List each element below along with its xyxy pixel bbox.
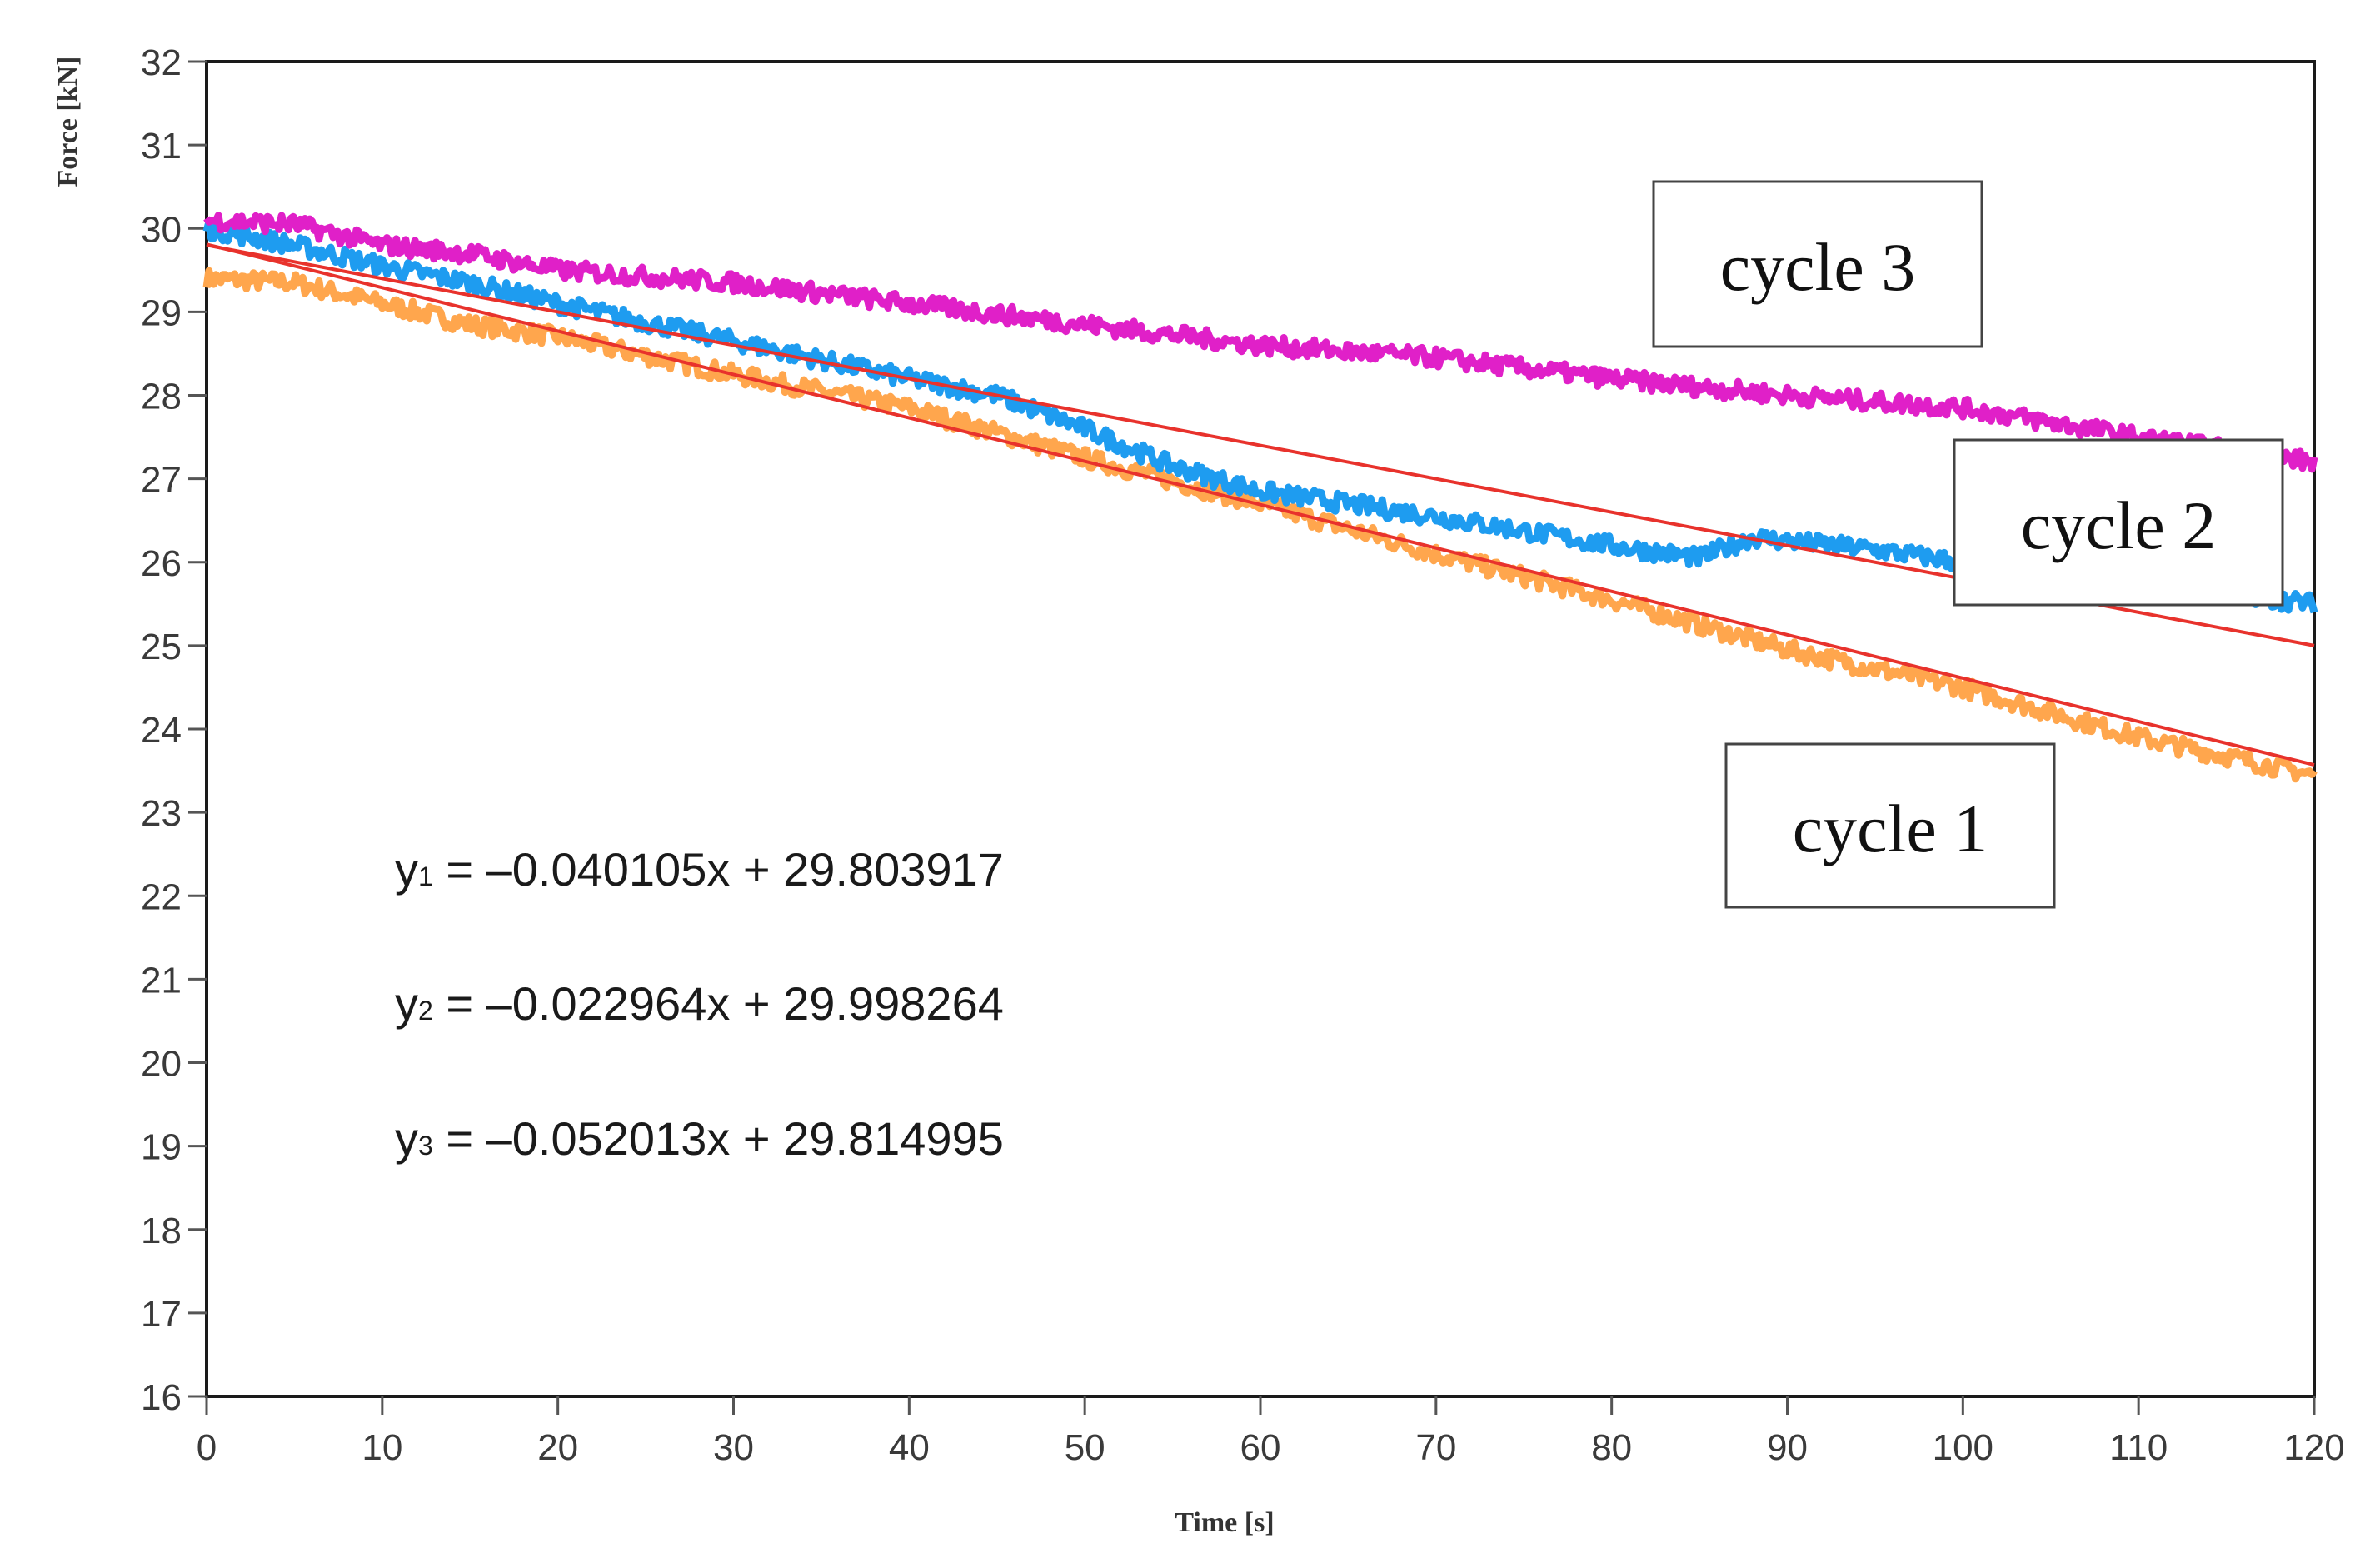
y-tick-label: 19 bbox=[141, 1127, 182, 1168]
x-tick-label: 0 bbox=[197, 1427, 217, 1468]
y-tick-label: 25 bbox=[141, 627, 182, 667]
regression-fit-1 bbox=[206, 242, 2315, 767]
cycle-3-label-box bbox=[1652, 180, 1983, 348]
x-tick-label: 120 bbox=[2283, 1427, 2344, 1468]
x-tick-label: 20 bbox=[537, 1427, 578, 1468]
y-tick-label: 31 bbox=[141, 126, 182, 167]
cycle-2-label: cycle 2 bbox=[2021, 487, 2216, 563]
y-tick-label: 30 bbox=[141, 209, 182, 250]
cycle-3-label: cycle 3 bbox=[1720, 229, 1915, 305]
x-tick-label: 90 bbox=[1767, 1427, 1808, 1468]
x-tick-label: 70 bbox=[1415, 1427, 1456, 1468]
equation-y3-body: = –0.052013x + 29.814995 bbox=[433, 1112, 1004, 1165]
equation-y1-subscript: 1 bbox=[418, 861, 433, 891]
equation-y2-body: = –0.022964x + 29.998264 bbox=[433, 977, 1004, 1030]
x-tick-label: 50 bbox=[1065, 1427, 1105, 1468]
cycle-2-label-box bbox=[1953, 438, 2284, 607]
equation-y3: y3 = –0.052013x + 29.814995 bbox=[395, 1112, 1004, 1165]
y-tick-label: 28 bbox=[141, 377, 182, 417]
equation-y1-body: = –0.040105x + 29.803917 bbox=[433, 843, 1004, 896]
cycle-1-label: cycle 1 bbox=[1793, 791, 1988, 866]
equation-y1: y1 = –0.040105x + 29.803917 bbox=[395, 843, 1004, 896]
series-line-cycle-1 bbox=[202, 267, 2318, 783]
y-tick-label: 16 bbox=[141, 1377, 182, 1418]
equation-y2-lead: y bbox=[395, 977, 418, 1030]
y-tick-label: 32 bbox=[141, 42, 182, 83]
y-tick-label: 26 bbox=[141, 543, 182, 584]
equation-y2: y2 = –0.022964x + 29.998264 bbox=[395, 977, 1004, 1030]
x-tick-label: 60 bbox=[1240, 1427, 1281, 1468]
x-axis-ticks: 0 10 20 30 40 50 60 70 80 90 100 110 120 bbox=[197, 1396, 2345, 1468]
x-tick-label: 40 bbox=[889, 1427, 930, 1468]
equation-y3-lead: y bbox=[395, 1112, 418, 1165]
x-tick-label: 10 bbox=[362, 1427, 402, 1468]
y-tick-label: 17 bbox=[141, 1294, 182, 1335]
y-tick-label: 27 bbox=[141, 460, 182, 501]
y-tick-label: 20 bbox=[141, 1044, 182, 1085]
x-tick-label: 30 bbox=[713, 1427, 754, 1468]
y-tick-label: 21 bbox=[141, 960, 182, 1001]
y-tick-label: 29 bbox=[141, 292, 182, 333]
x-tick-label: 80 bbox=[1591, 1427, 1632, 1468]
x-tick-label: 100 bbox=[1933, 1427, 1993, 1468]
equation-y3-subscript: 3 bbox=[418, 1131, 433, 1161]
x-tick-label: 110 bbox=[2109, 1427, 2168, 1468]
y-tick-label: 22 bbox=[141, 876, 182, 917]
equation-y1-lead: y bbox=[395, 843, 418, 896]
y-tick-label: 23 bbox=[141, 793, 182, 834]
equation-y2-subscript: 2 bbox=[418, 996, 433, 1026]
y-axis-ticks: 16 17 18 19 20 21 22 23 24 25 26 27 28 29 30 31 32 bbox=[141, 42, 207, 1418]
cycle-1-label-box bbox=[1724, 742, 2056, 909]
x-axis-title: Time [s] bbox=[1175, 1507, 1274, 1538]
series-line-cycle-3 bbox=[203, 212, 2318, 473]
y-tick-label: 18 bbox=[141, 1211, 182, 1251]
y-axis-title: Force [kN] bbox=[52, 56, 83, 187]
y-tick-label: 24 bbox=[141, 710, 182, 751]
